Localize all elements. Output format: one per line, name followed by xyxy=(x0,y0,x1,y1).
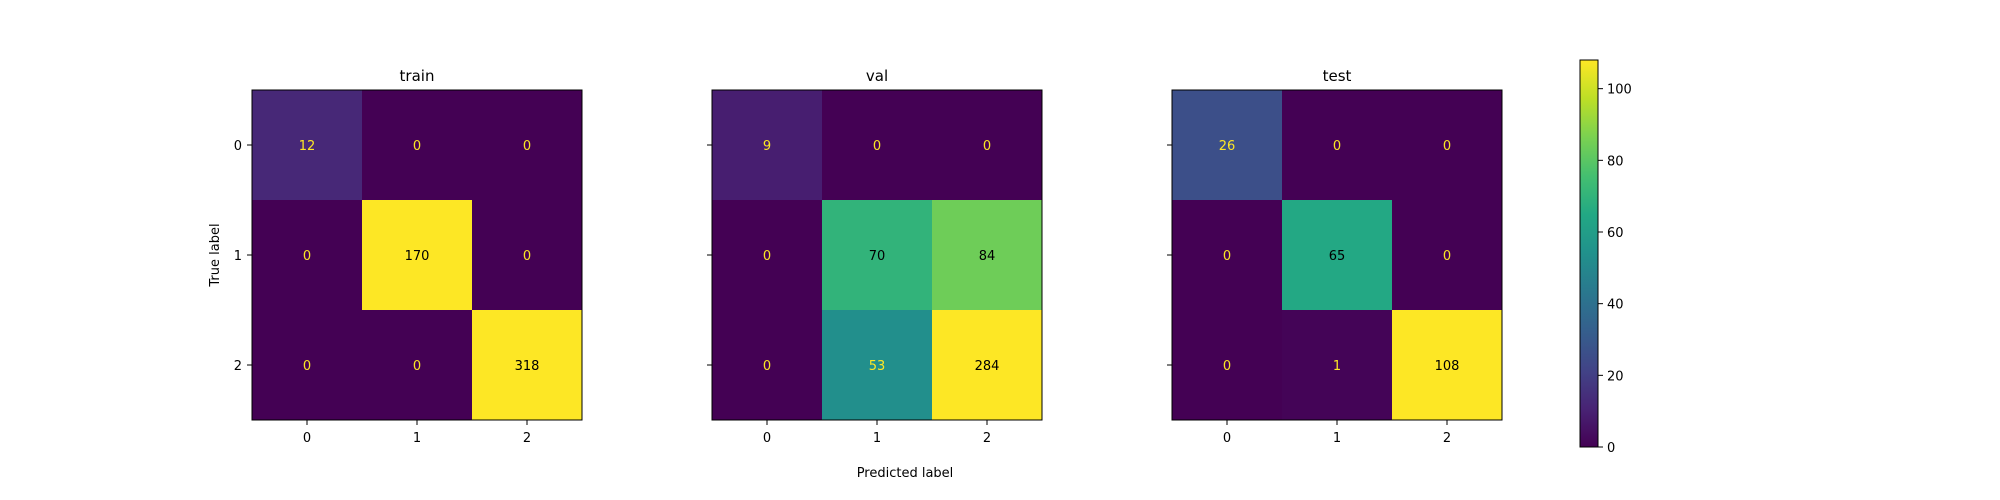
colorbar-tick-label: 80 xyxy=(1607,154,1624,169)
cell-value-label: 0 xyxy=(1333,139,1341,154)
cell-value-label: 0 xyxy=(1223,249,1231,264)
x-tick-label: 1 xyxy=(873,431,881,446)
x-tick-label: 1 xyxy=(413,431,421,446)
heatmap-cell xyxy=(252,200,362,310)
colorbar-tick-label: 100 xyxy=(1607,83,1632,98)
panel-title: val xyxy=(866,67,888,85)
x-tick-label: 0 xyxy=(303,431,311,446)
cell-value-label: 0 xyxy=(1443,249,1451,264)
heatmap-cell xyxy=(822,90,932,200)
cell-value-label: 12 xyxy=(299,139,316,154)
cell-value-label: 26 xyxy=(1219,139,1236,154)
cell-value-label: 0 xyxy=(523,249,531,264)
heatmap-cell xyxy=(252,90,362,200)
heatmap-cell xyxy=(472,310,582,420)
colorbar-tick-label: 0 xyxy=(1607,441,1615,456)
heatmap-cell xyxy=(362,90,472,200)
cell-value-label: 0 xyxy=(763,359,771,374)
colorbar-tick-label: 60 xyxy=(1607,226,1624,241)
cell-value-label: 84 xyxy=(979,249,996,264)
cell-value-label: 0 xyxy=(523,139,531,154)
cell-value-label: 0 xyxy=(303,359,311,374)
cell-value-label: 0 xyxy=(413,359,421,374)
cell-value-label: 0 xyxy=(1443,139,1451,154)
cell-value-label: 0 xyxy=(873,139,881,154)
y-tick-label: 0 xyxy=(234,139,242,154)
x-tick-label: 2 xyxy=(1443,431,1451,446)
cell-value-label: 53 xyxy=(869,359,886,374)
heatmap-cell xyxy=(932,90,1042,200)
cell-value-label: 1 xyxy=(1333,359,1341,374)
cell-value-label: 0 xyxy=(303,249,311,264)
heatmap-cell xyxy=(1172,200,1282,310)
x-tick-label: 2 xyxy=(983,431,991,446)
heatmap-cell xyxy=(712,90,822,200)
heatmap-cell xyxy=(1282,200,1392,310)
y-axis-label: True label xyxy=(208,223,223,287)
cell-value-label: 0 xyxy=(1223,359,1231,374)
heatmap-cell xyxy=(1392,90,1502,200)
panel-title: test xyxy=(1323,67,1352,85)
cell-value-label: 65 xyxy=(1329,249,1346,264)
colorbar: 0 20 40 60 80 100 xyxy=(1579,59,1632,456)
cell-value-label: 70 xyxy=(869,249,886,264)
colorbar-tick-label: 40 xyxy=(1607,298,1624,313)
x-axis-label: Predicted label xyxy=(857,466,954,481)
cell-value-label: 9 xyxy=(763,139,771,154)
heatmap-cell xyxy=(362,310,472,420)
heatmap-cell xyxy=(712,200,822,310)
cell-value-label: 0 xyxy=(983,139,991,154)
x-tick-label: 2 xyxy=(523,431,531,446)
heatmap-cell xyxy=(252,310,362,420)
heatmap-cell xyxy=(1282,310,1392,420)
confusion-matrix-test: test 26 0 0 0 65 0 0 1 108 0 1 2 xyxy=(1167,67,1503,446)
y-tick-label: 2 xyxy=(234,359,242,374)
heatmap-cell xyxy=(932,200,1042,310)
heatmap-cell xyxy=(1392,200,1502,310)
heatmap-cell xyxy=(472,200,582,310)
heatmap-cell xyxy=(822,310,932,420)
y-tick-label: 1 xyxy=(234,249,242,264)
panel-title: train xyxy=(400,67,435,85)
cell-value-label: 108 xyxy=(1435,359,1460,374)
cell-value-label: 170 xyxy=(405,249,430,264)
heatmap-cell xyxy=(932,310,1042,420)
cell-value-label: 0 xyxy=(413,139,421,154)
colorbar-gradient xyxy=(1580,60,1598,447)
heatmap-cell xyxy=(1172,90,1282,200)
heatmap-cell xyxy=(1282,90,1392,200)
heatmap-cell xyxy=(712,310,822,420)
heatmap-cell xyxy=(472,90,582,200)
colorbar-tick-label: 20 xyxy=(1607,369,1624,384)
cell-value-label: 284 xyxy=(975,359,1000,374)
cell-value-label: 318 xyxy=(515,359,540,374)
confusion-matrix-val: val 9 0 0 0 70 84 0 53 284 0 1 2 xyxy=(707,67,1043,446)
cell-value-label: 0 xyxy=(763,249,771,264)
heatmap-cell xyxy=(1172,310,1282,420)
heatmap-cell xyxy=(362,200,472,310)
x-tick-label: 0 xyxy=(1223,431,1231,446)
heatmap-cell xyxy=(822,200,932,310)
x-tick-label: 0 xyxy=(763,431,771,446)
colorbar-frame xyxy=(1579,59,1599,448)
heatmap-cell xyxy=(1392,310,1502,420)
x-tick-label: 1 xyxy=(1333,431,1341,446)
